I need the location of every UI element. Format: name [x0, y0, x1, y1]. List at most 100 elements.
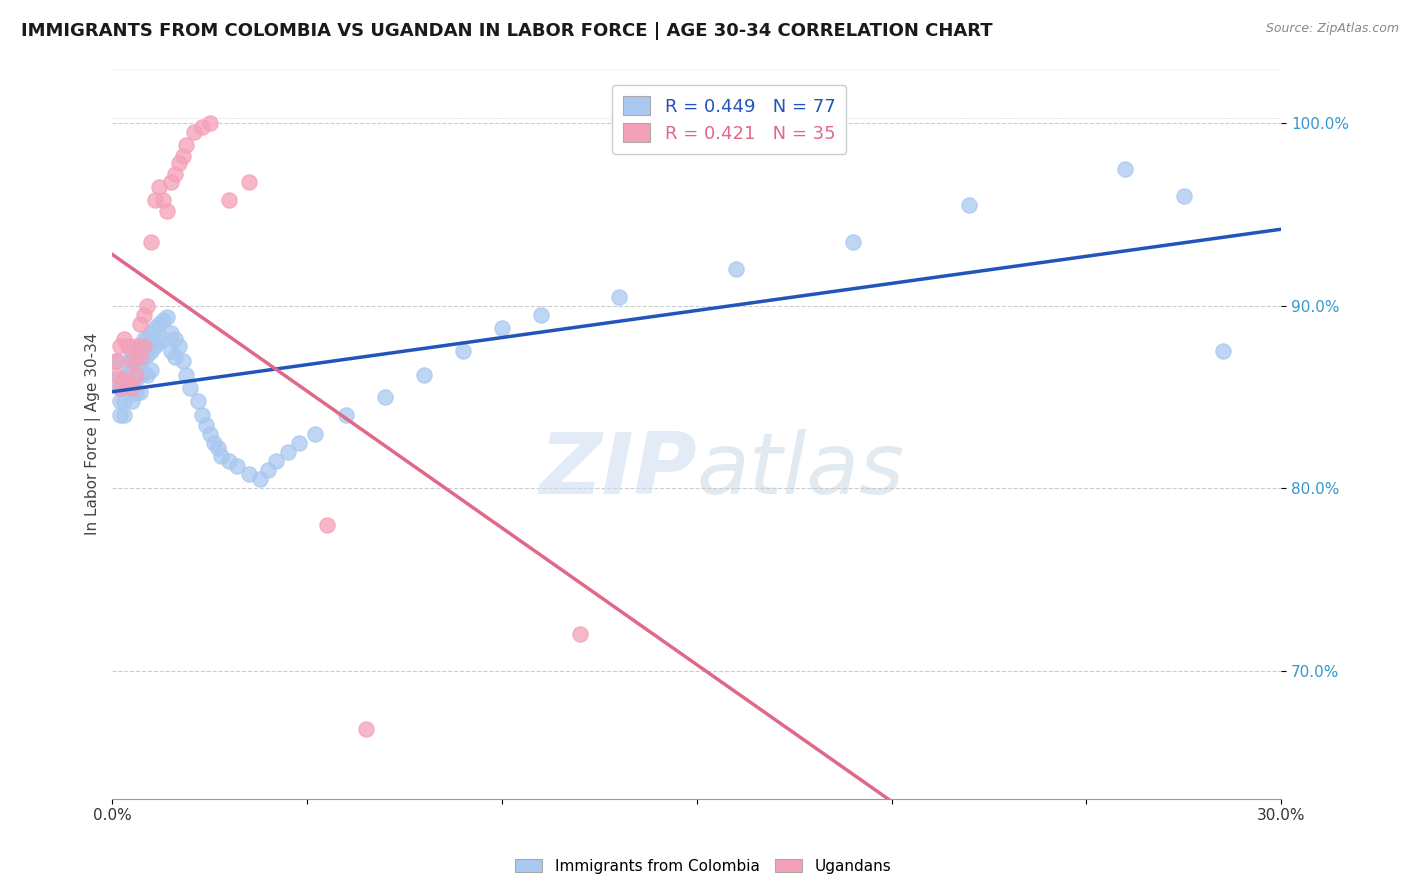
- Point: [105, 353, 128, 368]
- Legend: Immigrants from Colombia, Ugandans: Immigrants from Colombia, Ugandans: [509, 853, 897, 880]
- Point: [132, 367, 155, 381]
- Point: [163, 350, 186, 364]
- Point: [202, 435, 225, 450]
- Point: [277, 445, 299, 459]
- Text: ZIP: ZIP: [538, 429, 697, 512]
- Point: [108, 381, 131, 395]
- Point: [152, 332, 174, 346]
- Text: IMMIGRANTS FROM COLOMBIA VS UGANDAN IN LABOR FORCE | AGE 30-34 CORRELATION CHART: IMMIGRANTS FROM COLOMBIA VS UGANDAN IN L…: [21, 22, 993, 40]
- Point: [183, 125, 205, 139]
- Point: [238, 175, 260, 189]
- Point: [148, 180, 170, 194]
- Point: [136, 348, 159, 362]
- Point: [607, 290, 630, 304]
- Point: [125, 368, 148, 383]
- Point: [1173, 189, 1195, 203]
- Text: atlas: atlas: [697, 429, 904, 512]
- Point: [117, 381, 139, 395]
- Point: [112, 381, 135, 395]
- Point: [218, 193, 240, 207]
- Point: [191, 120, 214, 134]
- Point: [105, 368, 128, 383]
- Point: [530, 308, 553, 322]
- Point: [105, 353, 128, 368]
- Point: [451, 344, 474, 359]
- Point: [128, 350, 150, 364]
- Point: [288, 435, 311, 450]
- Point: [264, 454, 287, 468]
- Point: [125, 386, 148, 401]
- Point: [136, 332, 159, 346]
- Point: [315, 517, 337, 532]
- Point: [959, 198, 981, 212]
- Point: [187, 393, 209, 408]
- Point: [143, 320, 166, 334]
- Point: [841, 235, 863, 249]
- Point: [121, 350, 143, 364]
- Point: [160, 344, 183, 359]
- Point: [132, 339, 155, 353]
- Point: [167, 156, 190, 170]
- Point: [211, 449, 233, 463]
- Point: [179, 381, 201, 395]
- Point: [156, 310, 179, 324]
- Y-axis label: In Labor Force | Age 30-34: In Labor Force | Age 30-34: [86, 333, 101, 535]
- Point: [121, 353, 143, 368]
- Point: [125, 344, 148, 359]
- Point: [105, 372, 128, 386]
- Point: [108, 409, 131, 423]
- Point: [112, 372, 135, 386]
- Point: [156, 203, 179, 218]
- Point: [152, 193, 174, 207]
- Point: [163, 332, 186, 346]
- Point: [128, 384, 150, 399]
- Point: [136, 368, 159, 383]
- Point: [143, 193, 166, 207]
- Point: [257, 463, 280, 477]
- Point: [160, 326, 183, 341]
- Point: [132, 350, 155, 364]
- Point: [354, 723, 377, 737]
- Point: [724, 262, 747, 277]
- Point: [125, 372, 148, 386]
- Point: [249, 472, 271, 486]
- Point: [128, 353, 150, 368]
- Point: [491, 320, 513, 334]
- Point: [152, 313, 174, 327]
- Point: [198, 116, 221, 130]
- Point: [117, 376, 139, 390]
- Text: Source: ZipAtlas.com: Source: ZipAtlas.com: [1265, 22, 1399, 36]
- Point: [117, 339, 139, 353]
- Point: [374, 390, 396, 404]
- Point: [121, 381, 143, 395]
- Point: [172, 149, 194, 163]
- Point: [163, 168, 186, 182]
- Point: [1114, 161, 1136, 176]
- Point: [125, 339, 148, 353]
- Point: [128, 368, 150, 383]
- Point: [143, 339, 166, 353]
- Point: [108, 339, 131, 353]
- Point: [132, 308, 155, 322]
- Point: [413, 368, 436, 383]
- Point: [108, 393, 131, 408]
- Point: [141, 363, 163, 377]
- Point: [136, 299, 159, 313]
- Point: [141, 344, 163, 359]
- Point: [218, 454, 240, 468]
- Point: [112, 372, 135, 386]
- Point: [112, 409, 135, 423]
- Point: [112, 393, 135, 408]
- Point: [198, 426, 221, 441]
- Point: [1212, 344, 1234, 359]
- Point: [160, 175, 183, 189]
- Point: [112, 332, 135, 346]
- Legend: R = 0.449   N = 77, R = 0.421   N = 35: R = 0.449 N = 77, R = 0.421 N = 35: [612, 85, 846, 153]
- Point: [238, 467, 260, 481]
- Point: [128, 339, 150, 353]
- Point: [191, 409, 214, 423]
- Point: [207, 442, 229, 456]
- Point: [117, 367, 139, 381]
- Point: [121, 393, 143, 408]
- Point: [167, 339, 190, 353]
